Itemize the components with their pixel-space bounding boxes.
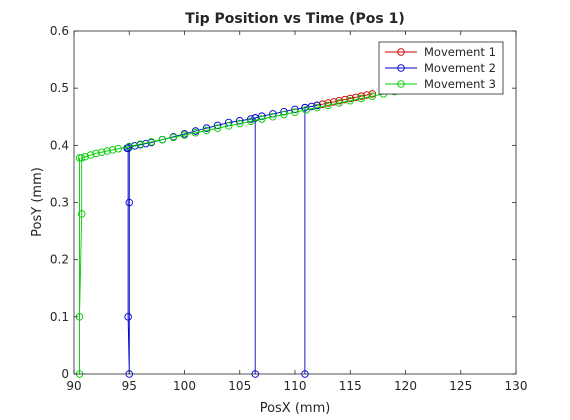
x-axis-label: PosX (mm): [260, 401, 331, 416]
series-3-point: [114, 145, 122, 153]
series-2-point: [202, 124, 211, 132]
series-3-point: [180, 131, 189, 139]
legend-label: Movement 1: [424, 45, 496, 59]
series-3-point: [224, 122, 233, 130]
y-tick-label: 0.6: [50, 24, 69, 38]
series-2-point: [247, 115, 255, 123]
series-1-point: [335, 96, 343, 105]
series-1-point: [318, 100, 327, 108]
series-3-point: [346, 96, 355, 105]
y-tick-label: 0.4: [50, 138, 69, 152]
legend-label: Movement 2: [424, 61, 496, 75]
series-3: [75, 83, 432, 378]
series-1-point: [363, 91, 371, 99]
data-layer: [75, 83, 432, 378]
series-1-point: [357, 92, 366, 100]
series-3-point: [108, 146, 117, 154]
chart-title: Tip Position vs Time (Pos 1): [185, 11, 404, 27]
x-tick-label: 95: [122, 379, 137, 393]
series-3-point: [158, 135, 167, 144]
series-3-point: [357, 94, 366, 103]
legend-marker: [397, 48, 405, 56]
series-3-point: [302, 106, 310, 114]
series-3-point: [86, 151, 95, 159]
series-2-point: [124, 313, 132, 321]
series-3-point: [136, 140, 145, 148]
series-3-point: [313, 103, 321, 112]
y-tick-label: 0.1: [50, 310, 69, 324]
series-1-point: [329, 98, 338, 106]
series-3-point: [77, 154, 86, 162]
y-tick-label: 0.2: [50, 253, 69, 267]
x-tick-label: 115: [339, 379, 362, 393]
series-3-point: [213, 124, 222, 132]
series-3-point: [335, 99, 343, 107]
x-tick-label: 125: [449, 379, 472, 393]
series-3-point: [97, 148, 106, 156]
series-3-point: [103, 147, 111, 155]
y-tick-label: 0.5: [50, 81, 69, 95]
y-tick-label: 0: [61, 367, 69, 381]
x-tick-label: 110: [284, 379, 307, 393]
series-1-point: [324, 99, 332, 107]
series-2-point: [125, 198, 133, 207]
series-3-point: [247, 117, 255, 126]
series-3-point: [235, 119, 244, 128]
x-tick-label: 100: [173, 379, 196, 393]
series-3-point: [169, 133, 178, 142]
x-tick-label: 130: [505, 379, 528, 393]
x-tick-label: 105: [228, 379, 251, 393]
x-tick-label: 90: [66, 379, 81, 393]
series-3-point: [81, 153, 89, 161]
series-3-point: [324, 101, 332, 110]
series-2-point: [307, 102, 316, 111]
series-2-point: [313, 101, 321, 110]
series-3-point: [280, 110, 288, 119]
series-1-point: [368, 90, 377, 98]
axes-layer: 90 95 100 105 110 115 120 125 130 0 0.1 0.2 0.3 0.4 0.…: [50, 24, 528, 393]
series-3-point: [125, 142, 133, 151]
series-3-point: [191, 129, 200, 137]
series-3-point: [147, 138, 156, 146]
legend-label: Movement 3: [424, 77, 496, 91]
series-3-point: [202, 126, 211, 135]
x-tick-label: 120: [394, 379, 417, 393]
series-2-point: [124, 144, 132, 152]
series-3-point: [269, 112, 277, 121]
series-3-point: [291, 108, 299, 116]
series-1-point: [340, 95, 349, 104]
series-1-point: [346, 94, 355, 103]
series-2-point: [258, 112, 266, 120]
series-3-point: [368, 92, 377, 100]
y-tick-label: 0.3: [50, 196, 69, 210]
series-1: [313, 90, 377, 110]
series-1-point: [352, 93, 360, 102]
series-3-point: [258, 115, 266, 123]
legend: Movement 1 Movement 2 Movement 3: [378, 41, 504, 95]
legend-marker: [397, 80, 405, 88]
legend-marker: [397, 64, 405, 72]
y-axis-label: PosY (mm): [30, 167, 45, 237]
series-3-point: [92, 149, 100, 158]
series-3-point: [75, 154, 84, 162]
series-3-point: [77, 210, 86, 218]
